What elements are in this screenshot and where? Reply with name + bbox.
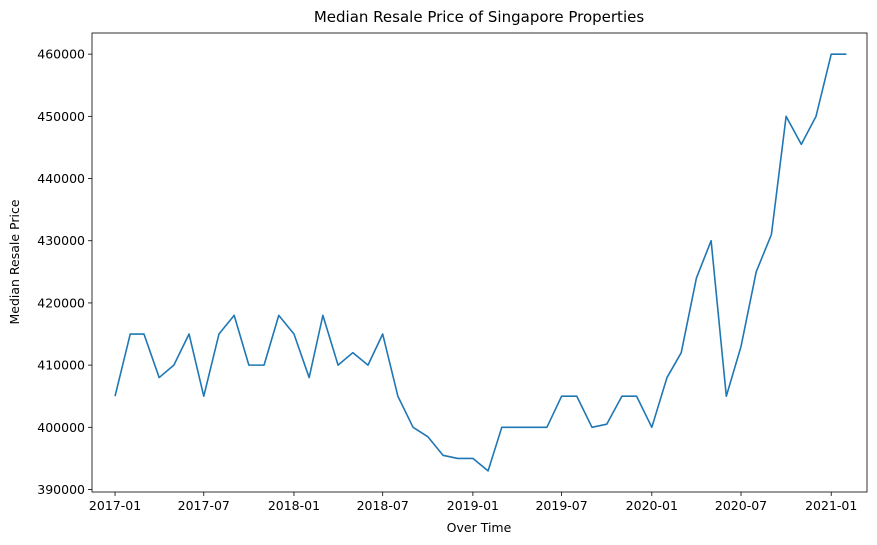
data-point bbox=[815, 116, 817, 118]
plot-frame bbox=[91, 32, 868, 493]
data-point bbox=[636, 395, 638, 397]
data-point bbox=[278, 315, 280, 317]
x-tick-label: 2018-01 bbox=[268, 498, 320, 513]
data-point bbox=[846, 53, 848, 55]
data-point bbox=[740, 346, 742, 348]
data-point bbox=[457, 458, 459, 460]
x-tick-label: 2017-07 bbox=[178, 498, 230, 513]
data-point bbox=[322, 315, 324, 317]
y-tick-label: 410000 bbox=[37, 358, 85, 373]
data-point bbox=[472, 458, 474, 460]
x-tick-label: 2019-01 bbox=[447, 498, 499, 513]
data-point bbox=[830, 53, 832, 55]
data-point bbox=[680, 352, 682, 354]
data-point bbox=[218, 333, 220, 335]
data-point bbox=[382, 333, 384, 335]
data-point bbox=[561, 395, 563, 397]
data-point bbox=[188, 333, 190, 335]
data-point bbox=[412, 427, 414, 429]
data-point bbox=[352, 352, 354, 354]
y-tick-label: 400000 bbox=[37, 420, 85, 435]
x-tick-label: 2020-01 bbox=[626, 498, 678, 513]
data-point bbox=[173, 364, 175, 366]
series-line-median-resale-price bbox=[114, 53, 847, 472]
x-tick-label: 2020-07 bbox=[715, 498, 767, 513]
plot-area: 2017-01 2017-07 2018-01 2018-07 2019-01 2019-… bbox=[37, 32, 868, 513]
data-point bbox=[308, 377, 310, 379]
x-tick-label: 2021-01 bbox=[805, 498, 857, 513]
data-point bbox=[785, 116, 787, 118]
y-tick-label: 420000 bbox=[37, 295, 85, 310]
data-point bbox=[546, 427, 548, 429]
data-point bbox=[666, 377, 668, 379]
data-point bbox=[710, 240, 712, 242]
x-axis: 2017-01 2017-07 2018-01 2018-07 2019-01 2019-… bbox=[89, 492, 857, 513]
data-point bbox=[143, 333, 145, 335]
data-point bbox=[531, 427, 533, 429]
data-point bbox=[397, 395, 399, 397]
x-axis-title: Over Time bbox=[447, 520, 512, 535]
y-tick-label: 440000 bbox=[37, 171, 85, 186]
data-point bbox=[487, 470, 489, 472]
chart-title: Median Resale Price of Singapore Propert… bbox=[314, 8, 644, 26]
data-point bbox=[621, 395, 623, 397]
data-point bbox=[442, 455, 444, 457]
data-point bbox=[576, 395, 578, 397]
data-point bbox=[114, 395, 116, 397]
data-point bbox=[755, 271, 757, 273]
x-tick-label: 2018-07 bbox=[357, 498, 409, 513]
y-tick-label: 430000 bbox=[37, 233, 85, 248]
data-point bbox=[427, 436, 429, 438]
data-point bbox=[293, 333, 295, 335]
data-point bbox=[233, 315, 235, 317]
y-axis: 390000 400000 410000 420000 430000 440000 4500… bbox=[37, 47, 92, 497]
data-point bbox=[801, 144, 803, 146]
x-tick-label: 2019-07 bbox=[535, 498, 587, 513]
data-point bbox=[263, 364, 265, 366]
y-tick-label: 460000 bbox=[37, 47, 85, 62]
x-tick-label: 2017-01 bbox=[89, 498, 141, 513]
y-tick-label: 450000 bbox=[37, 109, 85, 124]
data-point bbox=[129, 333, 131, 335]
y-tick-label: 390000 bbox=[37, 482, 85, 497]
data-point bbox=[367, 364, 369, 366]
data-point bbox=[726, 395, 728, 397]
data-point bbox=[158, 377, 160, 379]
data-point bbox=[248, 364, 250, 366]
y-axis-title: Median Resale Price bbox=[7, 199, 22, 324]
data-point bbox=[606, 423, 608, 425]
data-point bbox=[651, 427, 653, 429]
data-point bbox=[337, 364, 339, 366]
data-point bbox=[591, 427, 593, 429]
data-point bbox=[696, 277, 698, 279]
data-point bbox=[203, 395, 205, 397]
data-point bbox=[501, 427, 503, 429]
data-point bbox=[771, 234, 773, 236]
data-point bbox=[516, 427, 518, 429]
